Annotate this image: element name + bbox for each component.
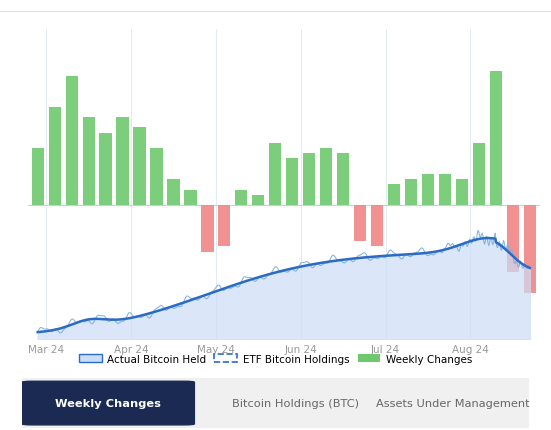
Bar (320, 149, 332, 206)
Bar (405, 180, 417, 206)
Bar (235, 190, 247, 206)
Bar (286, 159, 298, 206)
Text: Bitcoin Holdings (BTC): Bitcoin Holdings (BTC) (233, 398, 359, 408)
Legend: Actual Bitcoin Held, ETF Bitcoin Holdings, Weekly Changes: Actual Bitcoin Held, ETF Bitcoin Holding… (75, 350, 476, 368)
Bar (303, 154, 315, 206)
Bar (150, 149, 163, 206)
Bar (523, 206, 536, 293)
Bar (48, 108, 61, 206)
Bar (168, 180, 180, 206)
Bar (337, 154, 349, 206)
Bar (83, 118, 95, 206)
Bar (133, 128, 145, 206)
FancyBboxPatch shape (22, 381, 195, 425)
Bar (66, 77, 78, 206)
Bar (507, 206, 519, 273)
Bar (116, 118, 129, 206)
Bar (269, 144, 282, 206)
Text: Assets Under Management: Assets Under Management (376, 398, 530, 408)
FancyBboxPatch shape (12, 378, 539, 429)
Bar (371, 206, 383, 247)
Bar (473, 144, 485, 206)
Bar (490, 71, 502, 206)
Text: Weekly Changes: Weekly Changes (55, 398, 161, 408)
Bar (201, 206, 214, 252)
Bar (252, 195, 264, 206)
Bar (388, 185, 400, 206)
Bar (439, 175, 451, 206)
Bar (456, 180, 468, 206)
Bar (354, 206, 366, 242)
Bar (218, 206, 230, 247)
Bar (422, 175, 434, 206)
Bar (100, 133, 112, 206)
Bar (185, 190, 197, 206)
Bar (31, 149, 44, 206)
